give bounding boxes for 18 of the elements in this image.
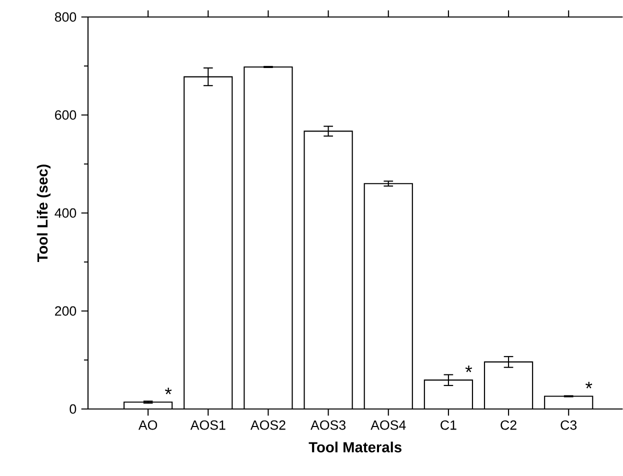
x-tick-label: C1 xyxy=(440,420,456,430)
x-tick-label: C3 xyxy=(560,420,577,430)
x-tick-label: AOS2 xyxy=(250,420,286,430)
y-axis-title: Tool Life (sec) xyxy=(36,164,51,262)
y-tick-label: 400 xyxy=(54,208,76,218)
y-tick-label: 800 xyxy=(54,12,76,22)
x-axis-title: Tool Materals xyxy=(308,442,402,452)
y-tick-label: 600 xyxy=(55,110,76,120)
x-tick-label: AOS1 xyxy=(190,420,226,430)
x-tick-label: C2 xyxy=(500,420,516,430)
annotation: * xyxy=(164,388,172,394)
x-tick-label: AO xyxy=(138,420,158,430)
y-tick-label: 200 xyxy=(55,306,76,316)
y-tick-label: 0 xyxy=(70,404,76,414)
x-tick-label: AOS3 xyxy=(310,420,346,430)
x-tick-label: AOS4 xyxy=(370,420,406,430)
annotation: * xyxy=(465,366,472,372)
annotation: * xyxy=(586,382,592,388)
